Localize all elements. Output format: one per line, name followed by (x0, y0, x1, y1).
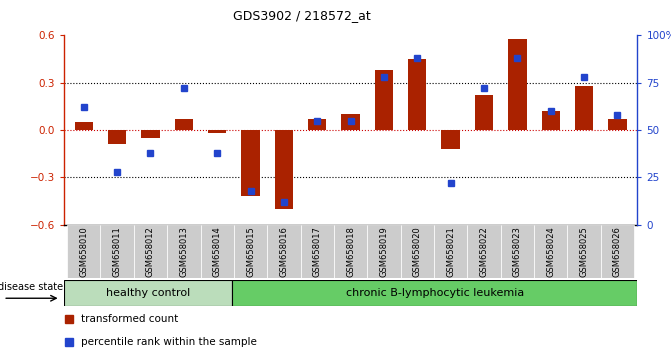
Text: GSM658021: GSM658021 (446, 226, 455, 277)
Bar (601, 225, 634, 278)
Bar (501, 225, 534, 278)
Text: GSM658014: GSM658014 (213, 226, 221, 277)
Text: transformed count: transformed count (81, 314, 178, 324)
Text: GSM658016: GSM658016 (279, 226, 289, 277)
Bar (174, 119, 193, 130)
Text: chronic B-lymphocytic leukemia: chronic B-lymphocytic leukemia (346, 288, 524, 298)
Text: GSM658015: GSM658015 (246, 226, 255, 277)
Bar (442, 130, 460, 149)
Text: GSM658019: GSM658019 (380, 226, 389, 277)
Bar (408, 59, 427, 130)
Bar (467, 225, 501, 278)
Bar (575, 86, 593, 130)
Text: GSM658022: GSM658022 (480, 226, 488, 277)
Text: GSM658020: GSM658020 (413, 226, 422, 277)
Bar (375, 70, 393, 130)
Text: GSM658018: GSM658018 (346, 226, 355, 277)
Bar (568, 225, 601, 278)
Text: GSM658026: GSM658026 (613, 226, 622, 277)
Bar (64, 280, 232, 306)
Bar (208, 130, 226, 133)
Bar (342, 114, 360, 130)
Bar (242, 130, 260, 196)
Bar (367, 225, 401, 278)
Bar (301, 225, 334, 278)
Bar (67, 225, 101, 278)
Bar (434, 225, 467, 278)
Text: GSM658012: GSM658012 (146, 226, 155, 277)
Text: GSM658025: GSM658025 (580, 226, 588, 277)
Bar (101, 225, 134, 278)
Bar (334, 225, 367, 278)
Bar (108, 130, 126, 144)
Bar (534, 225, 568, 278)
Bar (74, 122, 93, 130)
Bar (267, 225, 301, 278)
Text: GDS3902 / 218572_at: GDS3902 / 218572_at (233, 9, 371, 22)
Bar (308, 119, 326, 130)
Text: healthy control: healthy control (106, 288, 191, 298)
Bar (142, 130, 160, 138)
Text: GSM658010: GSM658010 (79, 226, 89, 277)
Bar (508, 39, 527, 130)
Bar (134, 225, 167, 278)
Text: GSM658024: GSM658024 (546, 226, 555, 277)
Bar (401, 225, 434, 278)
Bar (609, 119, 627, 130)
Bar (201, 225, 234, 278)
Bar (167, 225, 201, 278)
Text: GSM658011: GSM658011 (113, 226, 121, 277)
Text: percentile rank within the sample: percentile rank within the sample (81, 337, 257, 347)
Text: GSM658013: GSM658013 (179, 226, 189, 277)
Text: disease state: disease state (0, 282, 63, 292)
Bar (234, 225, 267, 278)
Bar (274, 130, 293, 209)
Bar (475, 95, 493, 130)
Bar (541, 111, 560, 130)
Bar (232, 280, 637, 306)
Text: GSM658017: GSM658017 (313, 226, 321, 277)
Text: GSM658023: GSM658023 (513, 226, 522, 277)
